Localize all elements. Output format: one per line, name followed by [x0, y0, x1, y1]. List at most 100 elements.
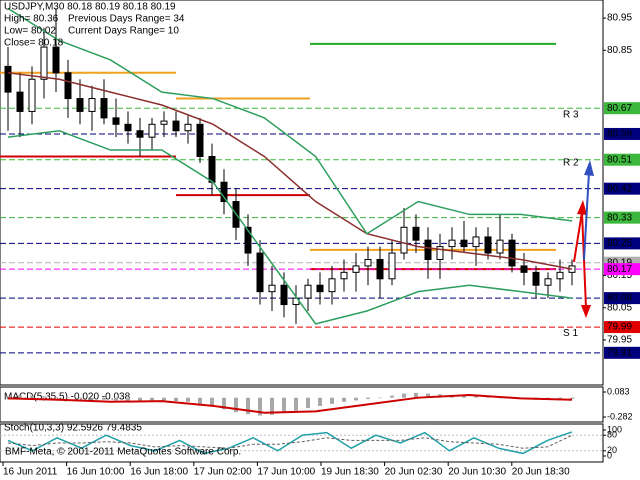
chart-layer: R 3 R 2 S 1 80.95 80.85 80.15 80.05 79.95 80.67 8… — [0, 7, 640, 478]
candle-body — [184, 123, 192, 132]
macd-bar — [342, 397, 346, 402]
candle-body — [508, 239, 516, 267]
arrow-up-blue — [583, 171, 590, 261]
macd-bar — [366, 397, 370, 400]
y-tick-label: 0.083 — [607, 386, 630, 396]
close-text: Close= 80.18 — [4, 38, 64, 49]
candle-body — [76, 98, 84, 112]
candle-body — [280, 284, 288, 306]
prev-range: Previous Days Range= 34 — [68, 14, 185, 25]
macd-pane — [0, 386, 604, 423]
indicator-line — [7, 434, 573, 449]
macd-bar — [246, 397, 250, 415]
macd-bar — [102, 397, 106, 400]
candle-body — [52, 46, 60, 74]
x-tick-label: 17 Jun 10:00 — [257, 467, 315, 478]
x-tick-label: 20 Jun 10:30 — [448, 467, 506, 478]
level-label: 80.17 — [607, 264, 632, 275]
macd-bar — [90, 397, 94, 400]
candle-body — [352, 265, 360, 273]
level-box — [604, 237, 640, 250]
candle-body — [460, 239, 468, 248]
candle-body — [400, 226, 408, 254]
level-box — [604, 127, 640, 140]
candle-body — [376, 258, 384, 280]
indicator-line — [7, 393, 573, 414]
candle-body — [436, 246, 444, 260]
macd-bar — [162, 397, 166, 401]
y-tick-label: 80.05 — [607, 302, 632, 313]
candle-body — [388, 252, 396, 280]
macd-bar — [378, 397, 382, 399]
x-tick-label: 16 Jun 10:00 — [67, 467, 125, 478]
x-tick-label: 20 Jun 02:30 — [385, 467, 443, 478]
x-tick-label: 20 Jun 18:30 — [512, 467, 570, 478]
macd-bar — [330, 397, 334, 404]
candle-body — [88, 98, 96, 112]
candle-body — [208, 155, 216, 183]
candle-body — [196, 123, 204, 157]
candle-body — [28, 78, 36, 112]
level-label: 80.42 — [607, 183, 632, 194]
level-annotation: R 2 — [563, 158, 579, 169]
macd-bar — [294, 397, 298, 411]
candle-body — [556, 271, 564, 280]
y-tick-label: 20 — [607, 445, 617, 455]
candle-body — [448, 239, 456, 248]
y-tick-label: 80.15 — [607, 270, 632, 281]
macd-bar — [390, 395, 394, 398]
candle-body — [268, 284, 276, 293]
x-tick-label: 17 Jun 02:00 — [194, 467, 252, 478]
y-tick-label: 80 — [607, 430, 617, 440]
high-text: High= 80.36 — [4, 14, 59, 25]
arrow-head — [581, 305, 591, 318]
macd-bar — [42, 396, 46, 398]
level-label: 79.99 — [607, 322, 632, 333]
macd-bar — [354, 397, 358, 401]
macd-bar — [570, 397, 574, 400]
x-tick-label: 16 Jun 18:00 — [130, 467, 188, 478]
candle-body — [364, 258, 372, 267]
macd-bar — [78, 397, 82, 399]
macd-bar — [198, 397, 202, 404]
macd-bar — [54, 397, 58, 398]
macd-bar — [306, 397, 310, 408]
macd-bar — [426, 393, 430, 398]
candle-body — [112, 117, 120, 125]
macd-bar — [186, 397, 190, 402]
y-tick-label: 80.95 — [607, 13, 632, 24]
candle-body — [520, 265, 528, 273]
candle-body — [136, 130, 144, 138]
candle-body — [484, 236, 492, 254]
macd-bar — [138, 397, 142, 402]
indicator-line — [7, 129, 573, 325]
arrow-head — [584, 160, 594, 176]
candle-body — [304, 284, 312, 299]
candle-body — [148, 123, 156, 138]
macd-bar — [474, 396, 478, 398]
arrow-up-red — [573, 211, 583, 263]
curr-range: Current Days Range= 10 — [68, 26, 179, 37]
y-tick-label: -0.282 — [607, 411, 633, 421]
candle-body — [532, 271, 540, 286]
level-label: 80.19 — [607, 257, 632, 268]
indicator-line — [7, 7, 573, 235]
macd-bar — [258, 397, 262, 416]
arrow-head — [577, 200, 587, 215]
level-box — [604, 182, 640, 195]
level-box — [604, 321, 640, 334]
level-box — [604, 346, 640, 359]
macd-bar — [150, 397, 154, 401]
level-annotation: S 1 — [563, 328, 578, 339]
level-box — [604, 292, 640, 305]
candle-body — [244, 226, 252, 254]
candle-body — [328, 278, 336, 293]
level-label: 80.59 — [607, 129, 632, 140]
macd-bar — [234, 397, 238, 413]
stoch-pane — [0, 423, 604, 463]
level-label: 80.25 — [607, 238, 632, 249]
candle-body — [40, 46, 48, 80]
y-tick-label: 0 — [607, 450, 612, 460]
macd-bar — [210, 397, 214, 407]
